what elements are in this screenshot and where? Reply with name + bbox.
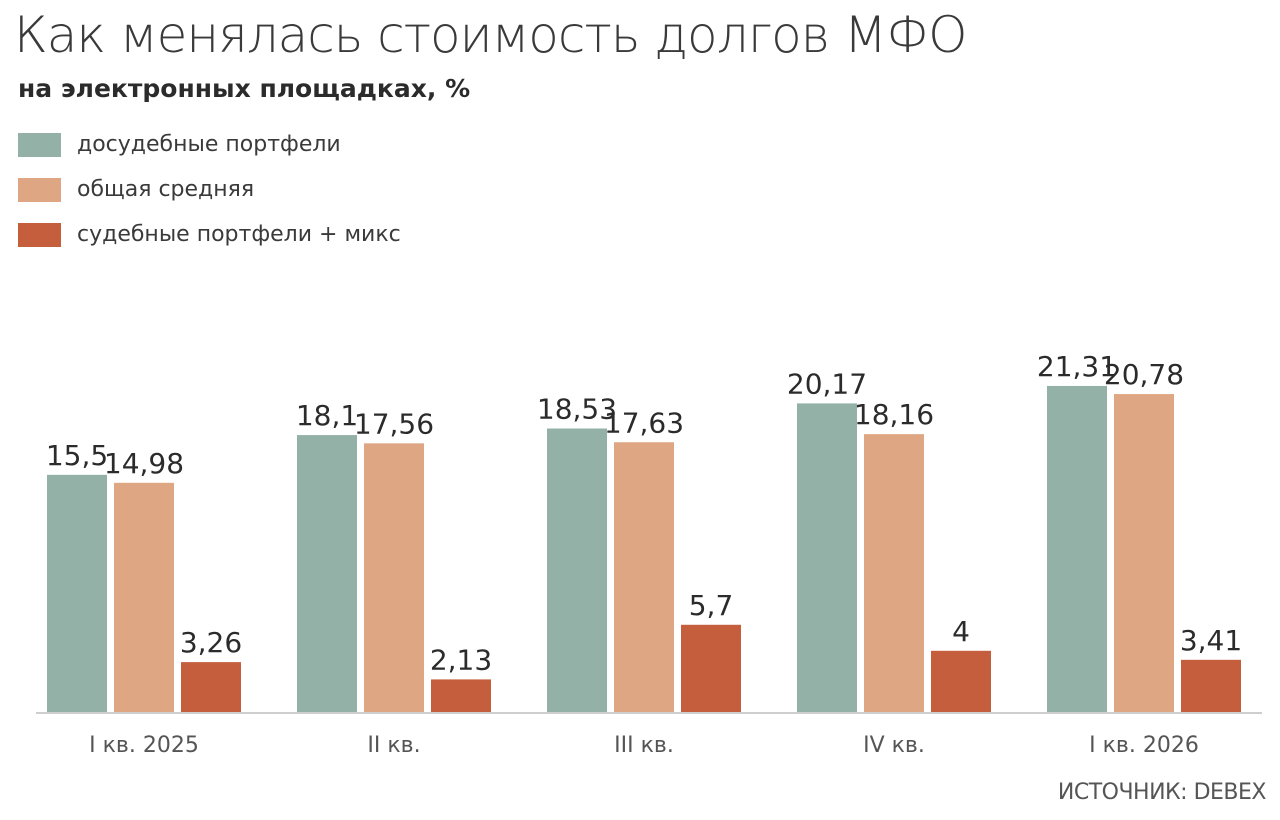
bar-s1-c3	[864, 434, 924, 712]
bar-s1-c1	[364, 443, 424, 712]
bar-s0-c0	[47, 474, 107, 712]
legend-item-judicial: судебные портфели + микс	[18, 212, 401, 257]
data-label-s1-c3: 18,16	[854, 398, 934, 431]
data-label-s2-c4: 3,41	[1180, 624, 1242, 657]
bar-s0-c3	[797, 403, 857, 712]
bar-s1-c0	[114, 482, 174, 712]
x-tick-label-4: I кв. 2026	[1089, 733, 1199, 758]
bar-s2-c3	[931, 650, 991, 712]
legend-label-pretrial: досудебные портфели	[77, 132, 341, 157]
legend-swatch-pretrial	[18, 132, 61, 157]
bar-s2-c0	[181, 662, 241, 712]
data-label-s0-c2: 18,53	[537, 392, 617, 425]
data-label-s2-c0: 3,26	[180, 626, 242, 659]
x-tick-label-2: III кв.	[614, 733, 674, 758]
data-label-s2-c1: 2,13	[430, 643, 492, 676]
bar-s2-c1	[431, 679, 491, 712]
source-note: ИСТОЧНИК: DEBEX	[1057, 780, 1267, 805]
data-label-s1-c1: 17,56	[354, 407, 434, 440]
legend-swatch-average	[18, 177, 61, 202]
x-tick-label-3: IV кв.	[863, 733, 925, 758]
legend-swatch-judicial	[18, 222, 61, 247]
x-tick-label-0: I кв. 2025	[89, 733, 199, 758]
data-label-s1-c0: 14,98	[104, 447, 184, 480]
bar-s2-c2	[681, 624, 741, 712]
x-tick-label-1: II кв.	[367, 733, 420, 758]
bar-s1-c4	[1114, 394, 1174, 712]
chart-title: Как менялась стоимость долгов МФО	[14, 6, 967, 64]
data-label-s0-c0: 15,5	[46, 439, 108, 472]
bar-s0-c2	[547, 428, 607, 712]
data-label-s2-c3: 4	[952, 615, 970, 648]
legend-item-pretrial: досудебные портфели	[18, 122, 401, 167]
bar-s0-c4	[1047, 385, 1107, 712]
legend-item-average: общая средняя	[18, 167, 401, 212]
legend-label-average: общая средняя	[77, 177, 255, 202]
data-label-s2-c2: 5,7	[689, 589, 734, 622]
data-label-s1-c2: 17,63	[604, 406, 684, 439]
bar-s0-c1	[297, 435, 357, 712]
data-label-s0-c1: 18,1	[296, 399, 358, 432]
data-label-s0-c4: 21,31	[1037, 350, 1117, 383]
chart-subtitle: на электронных площадках, %	[18, 74, 471, 103]
data-label-s0-c3: 20,17	[787, 367, 867, 400]
bar-s2-c4	[1181, 659, 1241, 712]
bar-s1-c2	[614, 442, 674, 712]
legend: досудебные портфели общая средняя судебн…	[18, 122, 401, 257]
data-label-s1-c4: 20,78	[1104, 358, 1184, 391]
legend-label-judicial: судебные портфели + микс	[77, 222, 401, 247]
